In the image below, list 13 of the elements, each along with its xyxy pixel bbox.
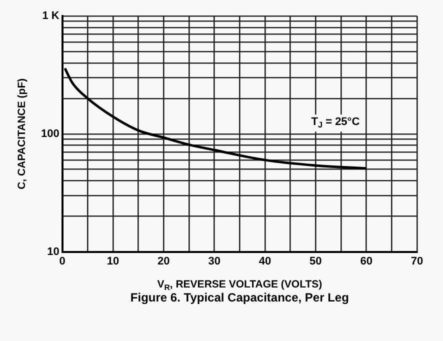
x-tick-label: 10	[106, 255, 120, 268]
text: Figure 6. Typical Capacitance, Per Leg	[130, 290, 349, 304]
x-tick-label: 30	[208, 255, 220, 268]
x-tick-label: 40	[258, 255, 272, 268]
x-tick-label: 50	[310, 255, 322, 268]
y-tick-label: 1 K	[42, 10, 60, 22]
x-tick-label: 0	[59, 255, 66, 268]
x-tick-label: 70	[410, 255, 424, 268]
y-tick-label: 100	[40, 128, 60, 140]
y-tick-label: 10	[47, 246, 60, 258]
y-axis-title: C, CAPACITANCE (pF)	[16, 78, 28, 190]
x-tick-label: 60	[360, 255, 372, 268]
x-tick-label: 20	[158, 255, 170, 268]
